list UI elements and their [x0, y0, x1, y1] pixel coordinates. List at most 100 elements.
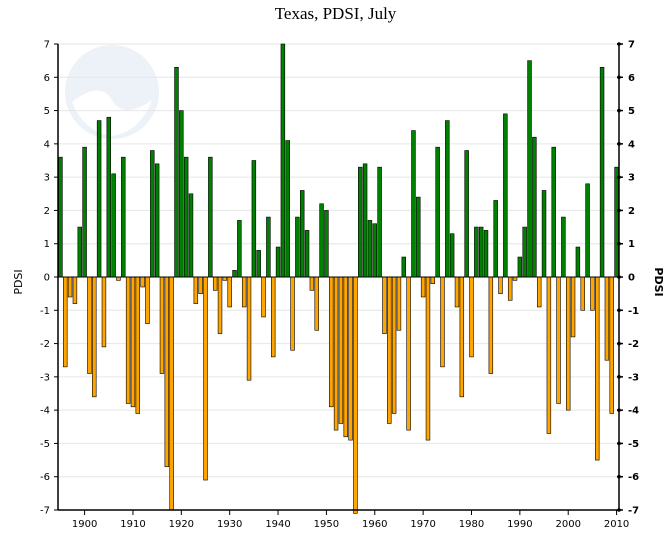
bar-1978 [459, 276, 465, 398]
bar-1918 [169, 276, 174, 511]
bar-1973 [435, 146, 440, 278]
x-tick-label: 1970 [410, 519, 435, 530]
x-tick-label: 1990 [507, 519, 532, 530]
bar-1900 [82, 146, 87, 278]
bar-1950 [324, 210, 329, 278]
bar-1945 [300, 190, 305, 278]
bar-1930 [227, 276, 232, 308]
bar-1924 [198, 276, 203, 294]
y-right-tick-label: 3 [628, 173, 635, 184]
x-tick-label: 1920 [169, 519, 194, 530]
y-right-tick-dot [617, 175, 621, 179]
bar-2002 [575, 246, 581, 278]
bar-1938 [266, 216, 271, 278]
y-left-tick-label: 0 [44, 273, 50, 284]
bar-1996 [546, 276, 552, 434]
y-axis-right-ticks: -7 -6 -5 -4 -3 -2 -1 0 1 2 3 4 5 6 7 [617, 40, 639, 517]
bar-1954 [343, 276, 348, 438]
bar-1922 [188, 193, 194, 278]
bar-1931 [232, 270, 237, 278]
bar-1962 [382, 276, 387, 334]
y-right-tick-dot [617, 108, 621, 113]
bar-1906 [111, 173, 116, 278]
bar-2000 [566, 276, 571, 411]
bar-1928 [217, 276, 223, 334]
bar-1967 [406, 276, 411, 431]
bar-1896 [63, 276, 68, 368]
bar-1899 [77, 226, 82, 278]
bar-1910 [130, 276, 136, 408]
y-left-tick-label: 7 [44, 40, 50, 51]
bar-1901 [87, 276, 92, 374]
bar-1916 [159, 276, 165, 374]
y-left-tick-label: -3 [40, 372, 50, 383]
bar-1979 [464, 150, 469, 278]
bar-1935 [251, 160, 257, 278]
bar-1983 [483, 230, 489, 278]
noaa-logo-watermark [65, 45, 159, 139]
bar-1897 [67, 276, 73, 298]
y-left-tick-label: -2 [40, 339, 50, 350]
x-tick-label: 1950 [314, 519, 339, 530]
y-right-tick-label: -7 [628, 506, 639, 517]
bar-1933 [241, 276, 247, 308]
bar-1980 [469, 276, 474, 358]
bar-1971 [425, 276, 431, 441]
y-left-tick-label: 3 [44, 173, 50, 184]
bar-1905 [106, 116, 111, 278]
bar-1939 [270, 276, 276, 358]
bar-2009 [609, 276, 614, 414]
bar-1991 [522, 226, 527, 278]
y-left-tick-label: -7 [40, 506, 50, 517]
bar-1964 [391, 276, 397, 414]
bar-1946 [304, 230, 310, 278]
y-left-tick-label: 5 [44, 106, 50, 117]
bar-1920 [179, 110, 184, 278]
bar-1993 [532, 136, 537, 278]
bar-1960 [372, 223, 377, 278]
y-axis-left-ticks: -7 -6 -5 -4 -3 -2 -1 0 1 2 3 4 5 6 7 [40, 40, 58, 517]
bar-1921 [183, 156, 189, 278]
bar-1941 [280, 43, 286, 278]
y-right-tick-dot [617, 341, 621, 346]
x-tick-label: 1930 [217, 519, 242, 530]
y-left-tick-label: -5 [40, 439, 50, 450]
y-right-tick-dot [617, 508, 621, 512]
bar-1951 [329, 276, 334, 408]
bar-1994 [536, 276, 542, 308]
y-right-tick-dot [617, 474, 621, 479]
bar-1975 [445, 120, 450, 278]
bar-1990 [517, 256, 523, 278]
bar-2008 [604, 276, 610, 361]
y-left-tick-label: -4 [40, 406, 50, 417]
bar-1898 [72, 276, 78, 304]
y-right-tick-label: -5 [628, 439, 639, 450]
bar-1926 [208, 156, 213, 278]
y-right-tick-dot [617, 208, 621, 213]
y-right-tick-dot [617, 308, 621, 313]
y-right-tick-dot [617, 142, 621, 146]
y-right-tick-label: -1 [628, 306, 639, 317]
y-right-tick-label: -4 [628, 406, 639, 417]
bar-1992 [527, 60, 532, 278]
y-left-tick-label: 2 [44, 206, 50, 217]
x-axis-ticks: 1900 1910 1920 1930 1940 1950 1960 1970 1980 1990… [72, 510, 629, 530]
bar-1986 [498, 276, 503, 294]
bar-1903 [96, 120, 102, 278]
bar-1917 [164, 276, 170, 468]
y-right-tick-dot [617, 275, 621, 279]
bar-2001 [570, 276, 576, 338]
bar-1925 [203, 276, 208, 481]
bar-1959 [367, 220, 373, 278]
y-right-tick-label: 4 [628, 139, 635, 150]
noaa-logo-circle [65, 45, 159, 139]
x-tick-label: 1900 [72, 519, 97, 530]
bar-1995 [541, 190, 547, 278]
bar-1982 [478, 226, 484, 278]
bar-1987 [503, 113, 508, 278]
bar-1927 [212, 276, 218, 291]
bar-1904 [101, 276, 107, 348]
bar-2003 [580, 276, 585, 311]
bar-1937 [261, 276, 266, 318]
y-right-tick-label: 0 [628, 273, 635, 284]
